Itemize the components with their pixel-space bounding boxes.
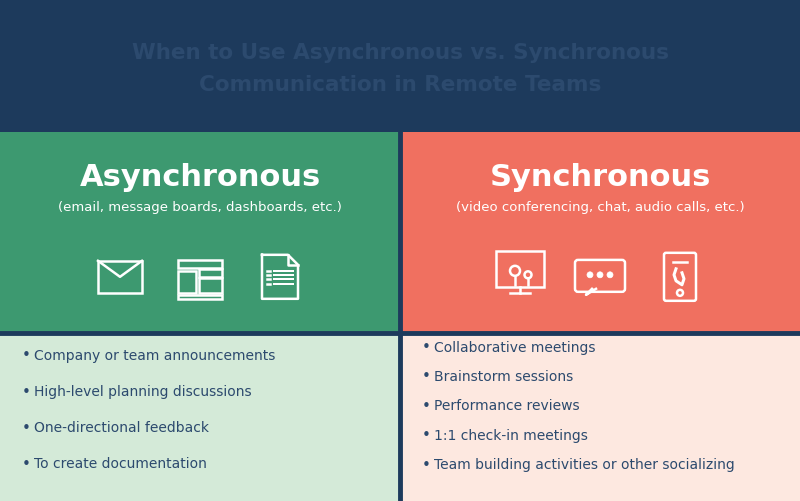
Bar [496,252,544,287]
Bar [178,261,222,268]
Text: •: • [422,339,431,354]
Bar [400,334,800,501]
Text: High-level planning discussions: High-level planning discussions [34,384,252,398]
Text: •: • [422,427,431,442]
Text: Asynchronous: Asynchronous [79,162,321,191]
Text: Communication in Remote Teams: Communication in Remote Teams [199,74,601,94]
Text: Company or team announcements: Company or team announcements [34,348,275,362]
Text: (email, message boards, dashboards, etc.): (email, message boards, dashboards, etc.… [58,200,342,213]
Text: To create documentation: To create documentation [34,456,207,470]
Bar [199,279,222,294]
Bar [178,295,222,300]
Text: •: • [22,456,31,471]
Text: •: • [22,348,31,363]
Bar [199,270,222,277]
Text: •: • [422,456,431,471]
Bar [400,133,800,334]
Text: Brainstorm sessions: Brainstorm sessions [434,369,574,383]
Text: 1:1 check-in meetings: 1:1 check-in meetings [434,428,588,442]
Text: Team building activities or other socializing: Team building activities or other social… [434,457,734,471]
Text: Performance reviews: Performance reviews [434,398,580,412]
Text: Collaborative meetings: Collaborative meetings [434,340,595,354]
Text: When to Use Asynchronous vs. Synchronous: When to Use Asynchronous vs. Synchronous [131,43,669,63]
Bar [98,262,142,293]
Bar [0,133,400,334]
Text: •: • [422,369,431,384]
Bar [0,334,400,501]
Text: One-directional feedback: One-directional feedback [34,420,209,434]
Text: •: • [22,384,31,399]
Circle shape [597,272,603,278]
Text: •: • [422,398,431,413]
Circle shape [587,272,593,278]
Circle shape [607,272,613,278]
Text: (video conferencing, chat, audio calls, etc.): (video conferencing, chat, audio calls, … [456,200,744,213]
Bar [178,271,197,294]
Text: •: • [22,420,31,435]
Text: Synchronous: Synchronous [490,162,710,191]
